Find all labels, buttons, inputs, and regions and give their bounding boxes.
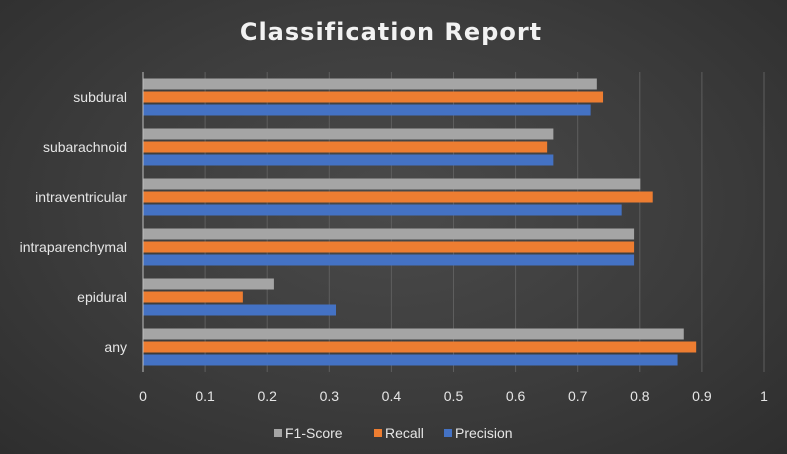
x-tick-label: 0: [139, 388, 147, 404]
x-tick-label: 0.3: [320, 388, 340, 404]
category-label: any: [104, 339, 127, 355]
bar-precision-any: [143, 354, 678, 366]
bar-f1-score-subdural: [143, 78, 597, 90]
bar-precision-intraparenchymal: [143, 254, 635, 266]
legend-swatch-precision: [444, 429, 452, 437]
x-tick-label: 0.7: [568, 388, 588, 404]
legend-label-recall: Recall: [385, 425, 424, 441]
bar-f1-score-intraventricular: [143, 178, 641, 190]
bar-f1-score-epidural: [143, 278, 274, 290]
bar-f1-score-intraparenchymal: [143, 228, 635, 240]
bars: [143, 78, 697, 366]
category-label: subarachnoid: [43, 139, 127, 155]
bar-precision-intraventricular: [143, 204, 622, 216]
legend-label-f1-score: F1-Score: [285, 425, 343, 441]
gridlines: [142, 72, 765, 372]
bar-precision-epidural: [143, 304, 337, 316]
bar-recall-any: [143, 341, 697, 353]
x-tick-label: 1: [760, 388, 768, 404]
bar-f1-score-any: [143, 328, 684, 340]
bar-recall-subdural: [143, 91, 604, 103]
x-tick-label: 0.1: [195, 388, 215, 404]
legend-swatch-f1-score: [274, 429, 282, 437]
x-tick-label: 0.6: [506, 388, 526, 404]
chart-title: Classification Report: [240, 18, 542, 46]
x-tick-label: 0.8: [630, 388, 650, 404]
category-label: intraparenchymal: [20, 239, 127, 255]
category-labels: any epidural intraparenchymal intraventricu…: [20, 89, 128, 355]
bar-recall-epidural: [143, 291, 243, 303]
bar-recall-intraparenchymal: [143, 241, 635, 253]
legend: F1-Score Recall Precision: [274, 425, 513, 441]
x-tick-label: 0.4: [382, 388, 402, 404]
bar-precision-subdural: [143, 104, 591, 116]
x-tick-label: 0.2: [257, 388, 277, 404]
bar-recall-intraventricular: [143, 191, 653, 203]
x-tick-label: 0.5: [444, 388, 464, 404]
category-label: subdural: [73, 89, 127, 105]
bar-precision-subarachnoid: [143, 154, 554, 166]
x-tick-label: 0.9: [692, 388, 712, 404]
category-label: intraventricular: [35, 189, 127, 205]
bar-f1-score-subarachnoid: [143, 128, 554, 140]
x-axis-tick-labels: 0 0.1 0.2 0.3 0.4 0.5 0.6 0.7 0.8 0.9 1: [139, 388, 768, 404]
legend-label-precision: Precision: [455, 425, 513, 441]
legend-swatch-recall: [374, 429, 382, 437]
bar-recall-subarachnoid: [143, 141, 548, 153]
category-label: epidural: [77, 289, 127, 305]
